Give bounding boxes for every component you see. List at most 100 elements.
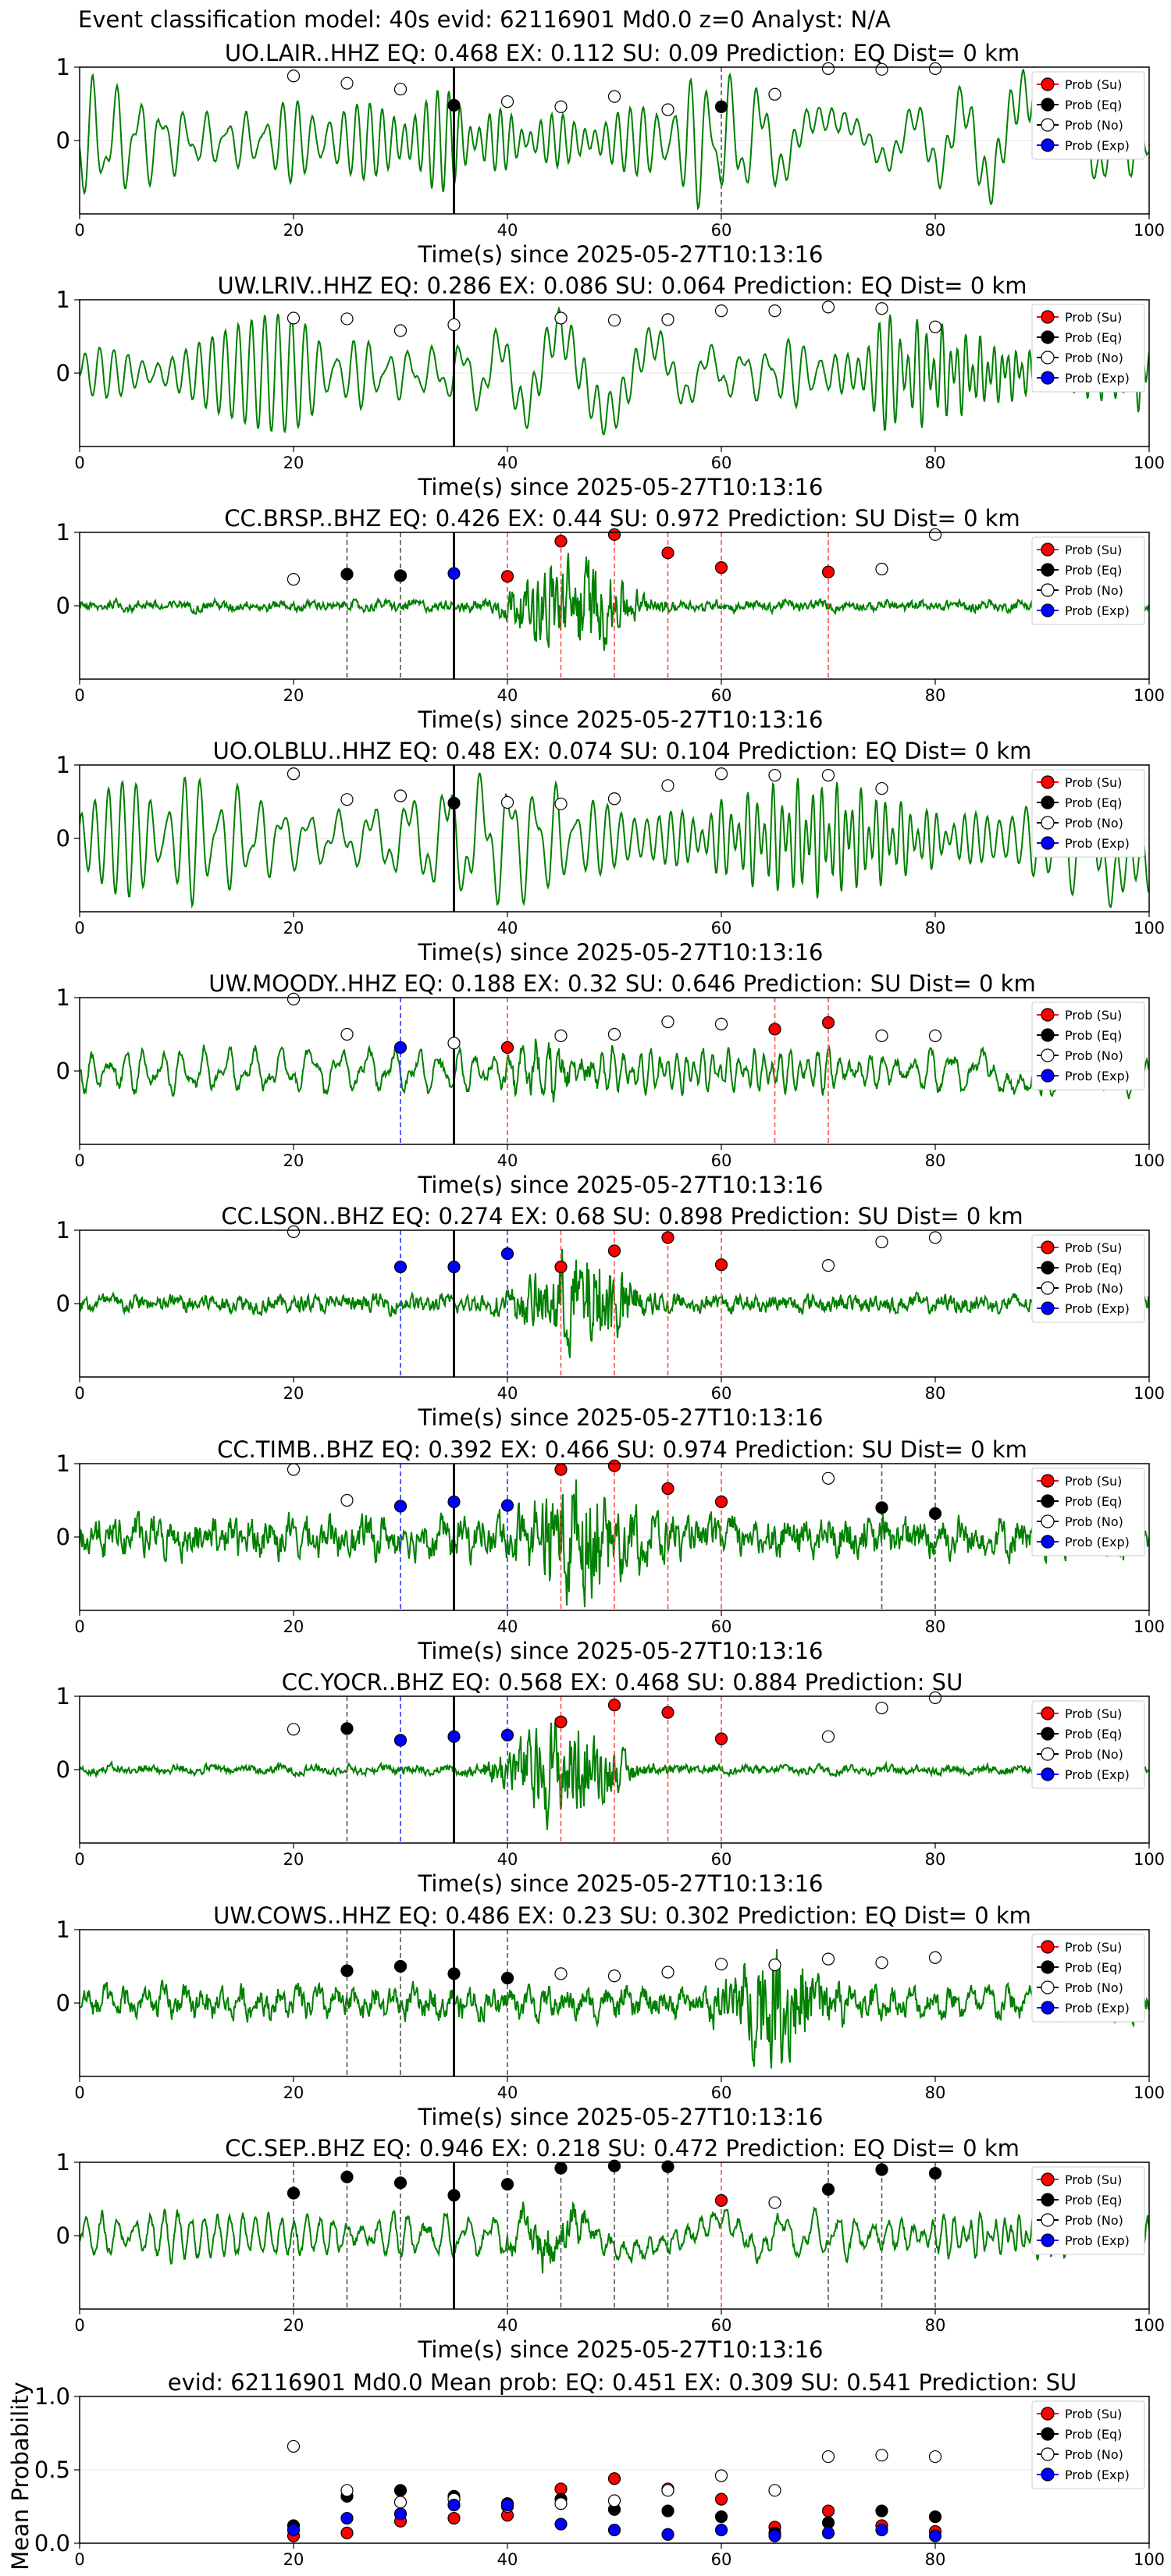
legend-label: Prob (No) bbox=[1065, 1048, 1123, 1063]
x-tick-label: 60 bbox=[711, 2316, 732, 2335]
x-tick-label: 60 bbox=[711, 1384, 732, 1403]
marker-eq bbox=[393, 2176, 408, 2190]
mean-point-no bbox=[768, 2484, 781, 2497]
legend-frame bbox=[1031, 1700, 1145, 1789]
marker-no bbox=[554, 311, 568, 325]
y-tick-label: 1 bbox=[56, 1683, 70, 1710]
marker-exp bbox=[447, 1495, 461, 1508]
waveform-trace bbox=[80, 305, 1149, 436]
legend-label: Prob (Exp) bbox=[1065, 2233, 1130, 2248]
x-tick-label: 0 bbox=[74, 2316, 84, 2335]
x-tick-label: 40 bbox=[497, 221, 518, 240]
x-tick-label: 40 bbox=[497, 2550, 518, 2569]
x-tick-label: 20 bbox=[283, 1850, 304, 1869]
legend-label: Prob (Eq) bbox=[1065, 1727, 1122, 1742]
y-tick-label: 0 bbox=[56, 1058, 70, 1084]
panel-6: CC.TIMB..BHZ EQ: 0.392 EX: 0.466 SU: 0.9… bbox=[56, 1436, 1166, 1664]
legend-marker-no bbox=[1041, 350, 1055, 365]
marker-su bbox=[607, 1699, 621, 1712]
marker-no bbox=[875, 781, 888, 795]
x-tick-label: 0 bbox=[74, 2550, 84, 2569]
marker-eq bbox=[500, 2178, 514, 2191]
legend-label: Prob (Su) bbox=[1065, 2407, 1122, 2421]
legend-label: Prob (Su) bbox=[1065, 310, 1122, 325]
marker-no bbox=[821, 301, 835, 314]
marker-eq bbox=[393, 569, 408, 582]
x-tick-label: 40 bbox=[497, 1384, 518, 1403]
marker-su bbox=[714, 1732, 728, 1745]
marker-no bbox=[768, 87, 781, 101]
mean-point-exp bbox=[607, 2523, 621, 2537]
marker-eq bbox=[340, 2170, 354, 2183]
legend-label: Prob (Su) bbox=[1065, 1940, 1122, 1955]
x-tick-label: 100 bbox=[1134, 1151, 1165, 1170]
marker-eq bbox=[607, 2159, 621, 2172]
legend-frame bbox=[1031, 1234, 1145, 1323]
panel-title: CC.LSON..BHZ EQ: 0.274 EX: 0.68 SU: 0.89… bbox=[221, 1203, 1023, 1229]
marker-no bbox=[287, 1225, 301, 1238]
marker-no bbox=[714, 767, 728, 781]
x-tick-label: 60 bbox=[711, 2083, 732, 2102]
legend-marker-eq bbox=[1041, 795, 1055, 809]
marker-su bbox=[714, 2194, 728, 2207]
legend-label: Prob (Eq) bbox=[1065, 1494, 1122, 1509]
waveform-trace bbox=[80, 772, 1149, 909]
legend-label: Prob (Exp) bbox=[1065, 1767, 1130, 1782]
legend-marker-eq bbox=[1041, 2427, 1055, 2441]
x-tick-label: 0 bbox=[74, 919, 84, 938]
mean-point-exp bbox=[500, 2499, 514, 2512]
y-tick-label: 1 bbox=[56, 1916, 70, 1943]
x-tick-label: 20 bbox=[283, 1384, 304, 1403]
mean-point-no bbox=[340, 2484, 354, 2497]
waveform-trace bbox=[80, 1038, 1149, 1103]
marker-no bbox=[661, 313, 674, 326]
mean-point-no bbox=[821, 2450, 835, 2464]
marker-no bbox=[287, 1463, 301, 1476]
marker-eq bbox=[500, 1971, 514, 1985]
legend-marker-exp bbox=[1041, 2233, 1055, 2247]
x-tick-label: 80 bbox=[925, 221, 946, 240]
mean-point-no bbox=[875, 2449, 888, 2462]
y-tick-label: 1 bbox=[56, 54, 70, 80]
marker-no bbox=[554, 100, 568, 113]
marker-no bbox=[928, 1951, 942, 1964]
legend-marker-exp bbox=[1041, 836, 1055, 850]
legend-frame bbox=[1031, 1002, 1145, 1091]
y-tick-label: 1.0 bbox=[34, 2383, 70, 2410]
x-tick-label: 60 bbox=[711, 1617, 732, 1636]
marker-no bbox=[393, 789, 408, 802]
figure-title: Event classification model: 40s evid: 62… bbox=[78, 6, 891, 33]
y-tick-label: 0.0 bbox=[34, 2530, 70, 2556]
legend-marker-su bbox=[1041, 1940, 1055, 1954]
marker-no bbox=[821, 1259, 835, 1272]
y-tick-label: 1 bbox=[56, 1450, 70, 1477]
legend-frame bbox=[1031, 304, 1145, 393]
marker-su bbox=[821, 1016, 835, 1030]
legend-marker-eq bbox=[1041, 563, 1055, 577]
x-tick-label: 60 bbox=[711, 221, 732, 240]
legend-marker-no bbox=[1041, 816, 1055, 830]
y-tick-label: 0.5 bbox=[34, 2457, 70, 2483]
marker-eq bbox=[875, 2163, 888, 2176]
marker-exp bbox=[500, 1499, 514, 1512]
marker-no bbox=[287, 69, 301, 83]
marker-no bbox=[714, 1958, 728, 1971]
panel-title: CC.YOCR..BHZ EQ: 0.568 EX: 0.468 SU: 0.8… bbox=[282, 1669, 963, 1695]
legend-label: Prob (Exp) bbox=[1065, 138, 1130, 153]
legend-label: Prob (Eq) bbox=[1065, 1028, 1122, 1043]
marker-no bbox=[928, 320, 942, 333]
panel-2: CC.BRSP..BHZ EQ: 0.426 EX: 0.44 SU: 0.97… bbox=[56, 505, 1166, 733]
panel-9: CC.SEP..BHZ EQ: 0.946 EX: 0.218 SU: 0.47… bbox=[56, 2135, 1166, 2363]
x-axis-label: Time(s) since 2025-05-27T10:13:16 bbox=[418, 2336, 824, 2363]
y-tick-label: 0 bbox=[56, 1524, 70, 1550]
marker-su bbox=[607, 528, 621, 541]
legend-label: Prob (No) bbox=[1065, 2213, 1123, 2228]
marker-no bbox=[768, 1959, 781, 1972]
marker-su bbox=[768, 1023, 781, 1036]
x-tick-label: 0 bbox=[74, 454, 84, 472]
legend-label: Prob (Exp) bbox=[1065, 2467, 1130, 2482]
legend-marker-su bbox=[1041, 77, 1055, 91]
marker-eq bbox=[928, 2167, 942, 2180]
marker-no bbox=[928, 1691, 942, 1704]
marker-su bbox=[554, 1715, 568, 1728]
